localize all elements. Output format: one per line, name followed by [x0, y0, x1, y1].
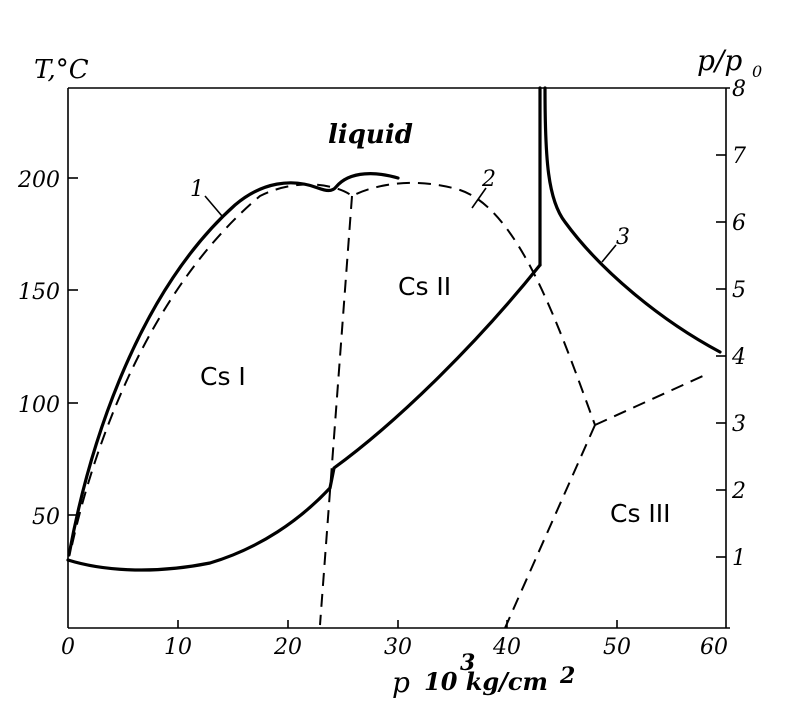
bottom-axis-ticks: [177, 620, 618, 628]
right-tick-label: 2: [731, 479, 746, 504]
right-tick-label: 8: [732, 77, 746, 102]
cs2-cs3-dashed-line: [504, 374, 706, 629]
left-tick-label: 200: [17, 168, 60, 193]
bottom-axis-unit-exponent: 3: [460, 650, 475, 676]
right-axis-title: p/p: [697, 44, 742, 77]
phase-label-cs1: Cs I: [200, 362, 246, 391]
curve-1-label: 1: [190, 177, 204, 202]
right-axis-title-subscript: 0: [752, 62, 762, 81]
melting-boundary-vertical: [538, 86, 722, 354]
bottom-tick-label: 10: [164, 635, 192, 660]
phase-label-cs3: Cs III: [610, 499, 671, 528]
right-tick-label: 5: [732, 278, 746, 303]
cs1-cs2-boundary-solid: [66, 263, 542, 572]
right-tick-label: 1: [732, 546, 746, 571]
bottom-tick-label: 60: [700, 635, 728, 660]
curve-3-label: 3: [616, 225, 630, 250]
bottom-tick-label: 20: [273, 635, 302, 660]
bottom-tick-label: 0: [61, 635, 75, 660]
bottom-tick-label: 40: [492, 635, 521, 660]
right-tick-label: 4: [731, 345, 746, 370]
curve-1-melting: [67, 172, 400, 557]
curve-2-leader: [471, 187, 487, 209]
right-tick-label: 7: [732, 144, 746, 169]
phase-label-cs2: Cs II: [398, 272, 451, 301]
curve-2-label: 2: [481, 167, 496, 192]
bottom-axis-unit: 10 kg/cm: [424, 667, 548, 696]
left-tick-label: 50: [32, 505, 60, 530]
cs1-cs2-dashed-line: [319, 195, 353, 626]
curve-1-leader: [204, 195, 223, 217]
curve-3-leader: [601, 244, 617, 263]
right-tick-label: 3: [732, 412, 746, 437]
bottom-axis-title-p: p: [392, 666, 410, 699]
bottom-tick-label: 30: [384, 635, 412, 660]
bottom-tick-label: 50: [603, 635, 631, 660]
left-tick-label: 100: [18, 393, 60, 418]
curve-2-dashed: [71, 181, 596, 546]
right-axis-ticks: [716, 154, 726, 558]
left-tick-label: 150: [18, 280, 60, 305]
right-tick-label: 6: [732, 211, 746, 236]
left-axis-ticks: [68, 177, 78, 516]
bottom-axis-unit-squared: 2: [559, 663, 575, 689]
left-axis-title: T,°C: [34, 55, 89, 85]
phase-label-liquid: liquid: [328, 120, 413, 150]
